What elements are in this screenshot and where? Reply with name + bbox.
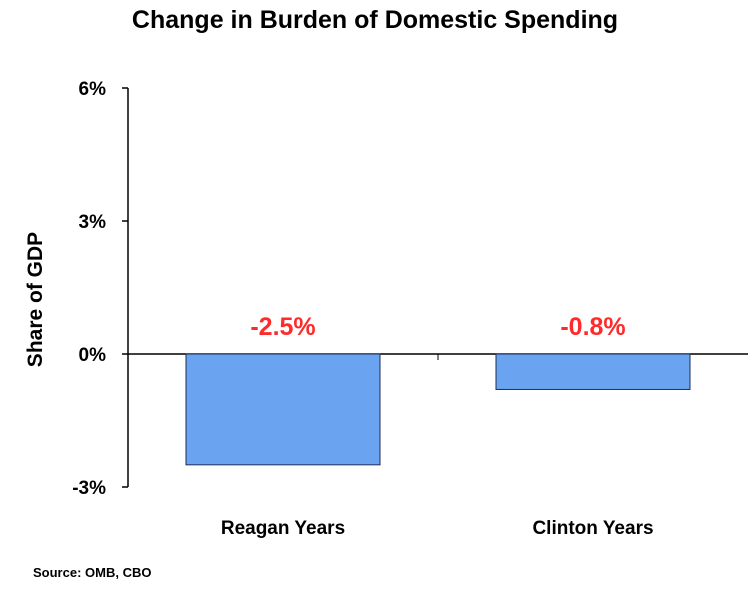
bars-group [185, 353, 691, 466]
y-axis: 6% 3% 0% -3% [72, 79, 129, 499]
bar [185, 353, 381, 466]
x-tick-label: Reagan Years [221, 518, 345, 539]
y-tick-label: 6% [79, 79, 107, 100]
chart-title: Change in Burden of Domestic Spending [131, 6, 619, 34]
data-labels-group: -2.5% -0.8% [250, 313, 625, 341]
bar [495, 353, 691, 390]
y-axis-label: Share of GDP [24, 232, 47, 367]
source-note: Source: OMB, CBO [33, 565, 152, 580]
x-tick-label: Clinton Years [532, 518, 653, 539]
data-label: -0.8% [560, 313, 625, 341]
x-tick-labels-group: Reagan Years Clinton Years [221, 518, 654, 539]
y-tick-label: -3% [72, 478, 106, 499]
data-label: -2.5% [250, 313, 315, 341]
y-tick-label: 3% [79, 212, 107, 233]
y-tick-label: 0% [79, 345, 107, 366]
